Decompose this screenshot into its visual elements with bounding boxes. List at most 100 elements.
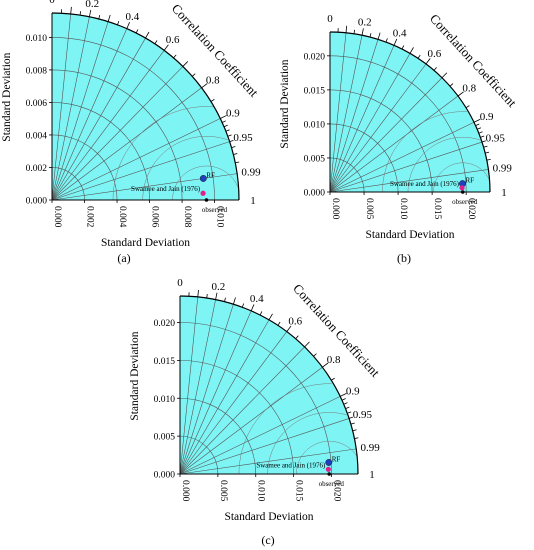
outer-arc [179,295,359,475]
y-tick-label: 0.006 [26,99,48,109]
swamee-jain-point [200,190,206,196]
corr-tick-label: 0.99 [241,167,261,179]
swamee-jain-point [325,466,331,472]
correlation-gridline [179,299,216,475]
corr-tick-mark [345,406,350,409]
x-tick-label: 0.010 [398,198,408,220]
diagram-fill [52,13,239,200]
correlation-gridline [51,37,146,201]
correlation-gridline [329,45,395,193]
corr-tick-label: 0.4 [250,293,264,305]
corr-tick-mark [197,289,199,297]
corr-tick-mark [89,9,92,17]
y-tick-label: 0.010 [304,120,326,130]
corr-tick-mark [465,105,470,109]
corr-tick-label: 1 [369,469,375,481]
rf-label: RF [206,171,215,179]
corr-tick-mark [457,91,464,97]
corr-tick-mark [393,38,398,46]
correlation-gridline [179,346,305,475]
sd-arc [329,157,365,193]
correlation-gridline [179,418,350,475]
corr-tick-label: 0.9 [226,107,240,119]
corr-tick-mark [173,54,177,59]
corr-tick-mark [233,153,238,155]
corr-tick-mark [483,145,488,148]
corr-tick-mark [223,124,228,128]
corr-tick-label: 0 [177,277,183,289]
correlation-gridline [51,87,202,201]
sd-arc [51,167,85,201]
observed-point [204,198,209,202]
rf-label: RF [332,455,341,463]
corr-tick-mark [107,14,111,22]
corr-tick-mark [449,83,454,87]
x-axis-title: Standard Deviation [365,229,454,241]
corr-tick-mark [322,362,329,368]
observed-label: observed [452,198,478,206]
corr-tick-mark [229,139,234,142]
x-tick-label: 0.005 [218,480,228,502]
corr-tick-label: 0.2 [85,0,99,10]
corr-tick-mark [201,83,208,89]
x-tick-label: 0.015 [294,480,304,502]
correlation-gridline [179,304,234,475]
corr-tick-mark [163,44,169,51]
panel-label: (a) [117,251,130,265]
corr-tick-label: 0.9 [480,111,494,123]
corr-tick-mark [353,29,355,34]
corr-tick-mark [135,29,139,34]
correlation-gridline [179,366,323,475]
corr-tick-mark [117,20,120,25]
corr-tick-mark [352,429,357,432]
correlation-gridline [329,63,427,193]
corr-tick-label: 0.8 [462,83,476,95]
corr-tick-mark [478,131,483,134]
correlation-gridline [179,296,199,475]
rf-point [325,459,333,466]
corr-tick-label: 0.6 [288,315,302,327]
corr-tick-mark [343,402,348,405]
x-tick-label: 0.005 [364,198,374,220]
corr-tick-mark [227,134,232,137]
panel-label: (c) [261,533,274,547]
corr-tick-mark [475,123,480,127]
y-tick-label: 0.010 [154,395,176,405]
corr-tick-mark [259,311,263,316]
x-tick-label: 0.015 [432,198,442,220]
correlation-gridline [329,39,379,193]
corr-tick-mark [341,398,346,401]
corr-tick-mark [409,47,414,54]
corr-tick-label: 0.9 [346,385,360,397]
outer-arc [51,12,240,201]
correlation-gridline [329,32,347,193]
y-tick-label: 0.000 [154,471,176,481]
correlation-gridline [329,53,411,193]
corr-tick-mark [145,31,150,39]
correlation-gridline [329,95,459,193]
panel-label: (b) [397,251,411,265]
correlation-gridline [51,28,128,201]
corr-tick-mark [385,38,388,43]
rf-label: RF [466,177,475,185]
corr-tick-mark [286,325,292,332]
corr-tick-label: 0 [49,0,55,6]
corr-tick-label: 0.4 [393,28,407,40]
correlation-gridline [51,13,71,201]
corr-tick-mark [377,32,381,40]
observed-label: observed [202,206,228,214]
corr-tick-mark [369,33,372,38]
y-tick-label: 0.004 [26,131,48,141]
correlation-gridline [179,396,341,475]
corr-tick-label: 0.95 [486,133,506,145]
x-tick-label: 0.008 [182,206,192,228]
corr-tick-mark [354,437,359,439]
sd-arc [179,435,219,475]
corr-tick-label: 1 [501,187,507,199]
correlation-gridline [329,141,483,193]
corr-tick-label: 0.95 [233,132,253,144]
corr-tick-label: 0.6 [166,34,180,46]
y-tick-label: 0.010 [26,34,48,44]
